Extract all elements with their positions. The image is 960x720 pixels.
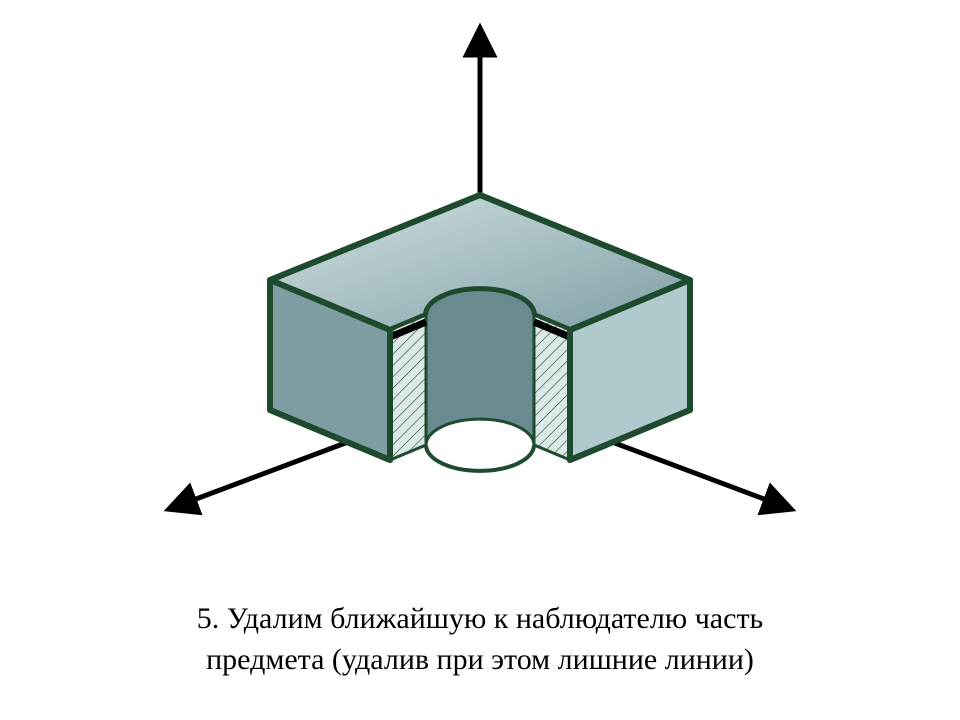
isometric-diagram [0, 0, 960, 600]
hole-inner-wall [426, 289, 534, 445]
solid [270, 195, 690, 471]
caption-line-1: 5. Удалим ближайшую к наблюдателю часть [0, 599, 960, 640]
caption-line-2: предмета (удалив при этом лишние линии) [0, 640, 960, 681]
hole-bottom-arc [426, 445, 534, 471]
page-root: 5. Удалим ближайшую к наблюдателю часть … [0, 0, 960, 720]
caption: 5. Удалим ближайшую к наблюдателю часть … [0, 599, 960, 680]
